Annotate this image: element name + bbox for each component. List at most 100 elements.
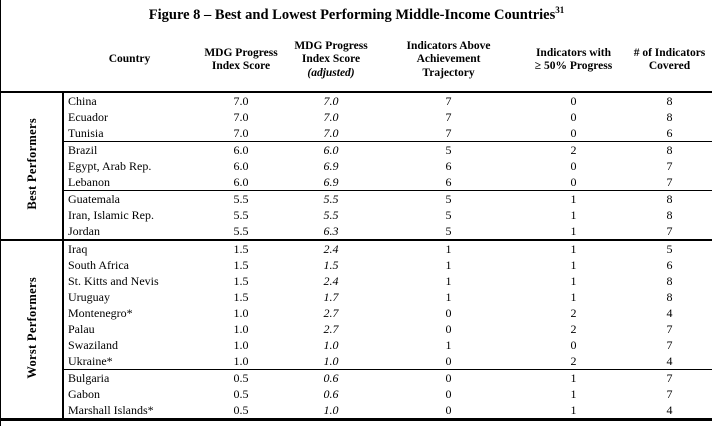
table-row: Egypt, Arab Rep. 6.0 6.9 6 0 7 <box>1 158 712 174</box>
score-cell: 6.0 <box>196 174 286 191</box>
score-cell: 1.0 <box>233 306 249 320</box>
score-cell: 0.5 <box>233 371 249 385</box>
country-cell: Bulgaria <box>68 371 110 385</box>
country-cell: Uruguay <box>68 290 110 304</box>
score-cell: 1.0 <box>196 353 286 370</box>
country-cell: Egypt, Arab Rep. <box>68 159 152 173</box>
country-cell: Iraq <box>63 239 196 257</box>
indicators-above-cell: 1 <box>376 239 521 257</box>
adjusted-cell: 2.7 <box>323 306 339 320</box>
indicators-above-cell: 5 <box>445 208 452 222</box>
col-header-mdg-score: MDG Progress Index Score <box>196 30 286 93</box>
indicators-fifty-cell: 1 <box>521 239 626 257</box>
score-cell: 7.0 <box>233 110 249 124</box>
country-cell: St. Kitts and Nevis <box>68 274 159 288</box>
indicators-above-cell: 5 <box>445 224 452 238</box>
table-row: Guatemala 5.5 5.5 5 1 8 <box>1 191 712 208</box>
adjusted-cell: 5.5 <box>323 208 339 222</box>
indicators-above-cell: 5 <box>445 192 452 206</box>
group-label-worst-performers: Worst Performers <box>1 239 64 420</box>
adjusted-cell: 0.6 <box>323 371 339 385</box>
indicators-covered-cell: 7 <box>666 371 673 385</box>
indicators-fifty-cell: 1 <box>570 224 577 238</box>
table-row: South Africa 1.5 1.5 1 1 6 <box>1 257 712 273</box>
indicators-above-cell: 0 <box>445 403 452 417</box>
group-label-text: Worst Performers <box>24 276 39 379</box>
table-row: Brazil 6.0 6.0 5 2 8 <box>1 142 712 159</box>
col-header-indicators-fifty-line1: Indicators with <box>535 46 612 59</box>
figure-title: Figure 8 – Best and Lowest Performing Mi… <box>1 0 712 30</box>
indicators-above-cell: 7 <box>376 125 521 142</box>
country-cell: Jordan <box>68 224 100 238</box>
table-row: Montenegro* 1.0 2.7 0 2 4 <box>1 305 712 321</box>
indicators-covered-cell: 7 <box>666 338 673 352</box>
adjusted-cell: 1.7 <box>323 290 339 304</box>
indicators-covered-cell: 7 <box>666 322 673 336</box>
indicators-above-cell: 1 <box>445 290 452 304</box>
country-cell: Guatemala <box>68 192 120 206</box>
indicators-above-cell: 0 <box>445 322 452 336</box>
score-cell: 7.0 <box>233 94 249 108</box>
indicators-fifty-cell: 1 <box>570 403 577 417</box>
indicators-covered-cell: 6 <box>626 125 712 142</box>
indicators-above-cell: 0 <box>376 353 521 370</box>
adjusted-cell: 0.6 <box>323 387 339 401</box>
score-cell: 5.5 <box>233 224 249 238</box>
figure-title-text: Figure 8 – Best and Lowest Performing Mi… <box>148 7 556 23</box>
adjusted-cell: 7.0 <box>323 94 339 108</box>
table-row: St. Kitts and Nevis 1.5 2.4 1 1 8 <box>1 273 712 289</box>
adjusted-cell: 1.5 <box>323 258 339 272</box>
table-row: Jordan 5.5 6.3 5 1 7 <box>1 223 712 240</box>
indicators-fifty-cell: 2 <box>570 306 577 320</box>
country-cell: Gabon <box>68 387 100 401</box>
indicators-fifty-cell: 1 <box>570 208 577 222</box>
indicators-above-cell: 6 <box>376 174 521 191</box>
col-header-indicators-above-line2: Achievement <box>416 53 481 66</box>
score-cell: 1.5 <box>233 258 249 272</box>
indicators-above-cell: 1 <box>445 274 452 288</box>
indicators-covered-cell: 8 <box>666 143 673 157</box>
indicators-fifty-cell: 1 <box>570 290 577 304</box>
score-cell: 1.0 <box>233 338 249 352</box>
adjusted-cell: 2.4 <box>286 239 376 257</box>
country-cell: China <box>68 94 97 108</box>
adjusted-cell: 1.0 <box>323 403 339 417</box>
score-cell: 5.5 <box>233 192 249 206</box>
indicators-above-cell: 1 <box>445 338 452 352</box>
country-cell: Ukraine* <box>63 353 196 370</box>
indicators-fifty-cell: 0 <box>521 125 626 142</box>
performer-group-column-header <box>1 30 63 93</box>
header-row: Country MDG Progress Index Score MDG Pro… <box>1 30 712 93</box>
indicators-fifty-cell: 1 <box>570 371 577 385</box>
indicators-fifty-cell: 0 <box>570 159 577 173</box>
col-header-mdg-score-adjusted-line2: Index Score <box>301 53 361 66</box>
table-row: Ukraine* 1.0 1.0 0 2 4 <box>1 353 712 370</box>
group-label-best-performers: Best Performers <box>1 92 64 240</box>
table-row: Swaziland 1.0 1.0 1 0 7 <box>1 337 712 353</box>
score-cell: 6.0 <box>233 143 249 157</box>
col-header-indicators-above-line1: Indicators Above <box>406 39 491 52</box>
indicators-covered-cell: 7 <box>626 174 712 191</box>
country-cell: Tunisia <box>63 125 196 142</box>
indicators-fifty-cell: 1 <box>570 387 577 401</box>
table-row: Worst Performers Iraq 1.5 2.4 1 1 5 <box>1 239 712 420</box>
table-row: Palau 1.0 2.7 0 2 7 <box>1 321 712 337</box>
table-row: Bulgaria 0.5 0.6 0 1 7 <box>1 370 712 387</box>
table-row: Tunisia 7.0 7.0 7 0 6 <box>1 125 712 142</box>
indicators-above-cell: 1 <box>445 258 452 272</box>
country-cell: Iran, Islamic Rep. <box>68 208 154 222</box>
indicators-above-cell: 7 <box>445 94 452 108</box>
indicators-fifty-cell: 2 <box>521 353 626 370</box>
country-cell: Brazil <box>68 143 98 157</box>
indicators-above-cell: 6 <box>445 159 452 173</box>
col-header-indicators-covered: # of Indicators Covered <box>626 30 712 93</box>
indicators-covered-cell: 8 <box>666 94 673 108</box>
adjusted-cell: 2.4 <box>323 274 339 288</box>
indicators-covered-cell: 8 <box>666 290 673 304</box>
indicators-fifty-cell: 0 <box>570 338 577 352</box>
country-cell: Lebanon <box>63 174 196 191</box>
score-cell: 6.0 <box>233 159 249 173</box>
indicators-covered-cell: 4 <box>666 403 673 417</box>
indicators-covered-cell: 6 <box>666 258 673 272</box>
